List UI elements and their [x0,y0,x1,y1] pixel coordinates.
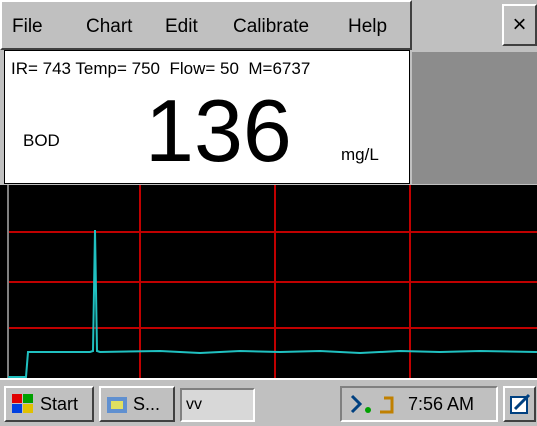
task-label: S... [133,394,161,414]
status-line: IR= 743 Temp= 750 Flow= 50 M=6737 [11,59,311,78]
menu-help[interactable]: Help [348,16,388,37]
menu-edit[interactable]: Edit [165,16,198,37]
task-icon [107,397,127,413]
tray-icons [350,394,394,414]
measure-value: 136 [145,81,292,180]
close-button[interactable]: × [502,4,537,46]
menu-file[interactable]: File [12,16,43,37]
menu-bar: File Chart Edit Calibrate Help [0,0,412,50]
trace [8,229,537,378]
notes-button[interactable] [503,386,536,422]
system-tray: 7:56 AM [340,386,498,422]
side-panel [412,52,537,184]
menu-calibrate[interactable]: Calibrate [233,16,310,37]
taskbar: Start S... vv 7:56 AM [0,378,537,426]
text-field[interactable]: vv [180,388,255,422]
measure-label: BOD [23,131,60,150]
trend-chart [0,185,537,378]
readout-panel: IR= 743 Temp= 750 Flow= 50 M=6737 BOD 13… [4,50,410,184]
notes-icon [510,393,531,414]
clock: 7:56 AM [408,394,475,414]
measure-unit: mg/L [341,145,379,164]
start-button[interactable]: Start [4,386,94,422]
task-button[interactable]: S... [99,386,175,422]
start-label: Start [40,394,79,414]
start-icon [12,394,33,413]
grid [8,185,537,378]
menu-chart[interactable]: Chart [86,16,133,37]
